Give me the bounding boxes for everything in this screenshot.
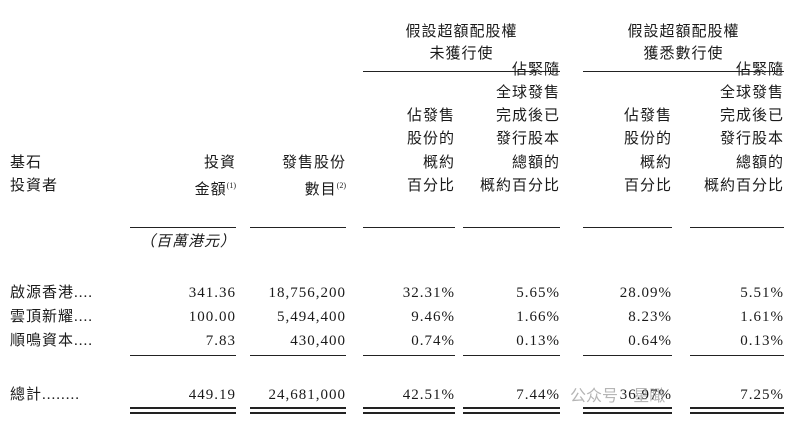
column-header: 概約百分比 [703,178,784,194]
column-header: 投資者 [10,178,59,194]
total-rule [250,407,346,409]
row-label: 啟源香港.... [10,285,94,301]
group-rule [363,71,560,72]
row-label: 順鳴資本.... [10,333,94,349]
cell-value: 18,756,200 [268,285,346,301]
subtotal-rule [690,355,784,356]
subtotal-rule [363,355,455,356]
subtotal-rule [250,355,346,356]
column-header: 全球發售 [719,84,784,101]
footnote-ref: (1) [226,181,236,190]
column-header: 百分比 [406,178,455,194]
cell-value: 100.00 [188,309,236,325]
total-value: 24,681,000 [268,387,346,403]
column-header: 基石 [10,154,43,171]
cell-value: 9.46% [411,309,455,325]
total-rule [583,412,672,414]
total-rule [130,407,236,409]
group-header: 未獲行使 [429,46,494,62]
unit-label: （百萬港元） [139,234,236,250]
subtotal-rule [583,355,672,356]
row-label: 雲頂新耀.... [10,309,94,325]
header-rule [250,227,346,228]
column-header: 發售股份 [281,154,346,171]
cell-value: 0.64% [628,333,672,349]
cell-value: 430,400 [290,333,346,349]
group-header: 假設超額配股權 [405,24,518,40]
column-header: 完成後已 [719,108,784,125]
cell-value: 5.51% [740,285,784,301]
total-value: 7.44% [516,387,560,403]
group-rule [583,71,784,72]
column-header: 股份的 [623,131,672,148]
cell-value: 0.74% [411,333,455,349]
column-header: 發行股本 [495,131,560,148]
cell-value: 5,494,400 [277,309,346,325]
header-rule [130,227,236,228]
column-header: 發行股本 [719,131,784,148]
column-header: 數目(2) [304,181,346,198]
column-header: 百分比 [623,178,672,194]
column-header: 佔發售 [623,108,672,125]
cell-value: 32.31% [402,285,455,301]
cell-value: 5.65% [516,285,560,301]
total-value: 42.51% [402,387,455,403]
subtotal-rule [463,355,560,356]
total-value: 449.19 [188,387,236,403]
total-rule [463,412,560,414]
total-rule [583,407,672,409]
column-header: 概約百分比 [479,178,560,194]
watermark: 公众号 · 星瞰 [570,386,666,405]
header-rule [690,227,784,228]
cell-value: 1.61% [740,309,784,325]
total-value: 7.25% [740,387,784,403]
group-header: 假設超額配股權 [627,24,740,40]
cell-value: 28.09% [619,285,672,301]
column-header: 佔緊隨 [511,61,560,78]
cell-value: 7.83 [205,333,236,349]
column-header: 概約 [422,154,455,171]
column-header: 佔緊隨 [735,61,784,78]
total-rule [130,412,236,414]
column-header: 金額(1) [194,181,236,198]
column-header: 概約 [639,154,672,171]
total-value: 36.97% [619,387,672,403]
header-rule [463,227,560,228]
total-rule [690,407,784,409]
group-header: 獲悉數行使 [643,46,724,62]
subtotal-rule [130,355,236,356]
column-header: 總額的 [735,154,784,171]
column-header: 全球發售 [495,84,560,101]
column-header: 總額的 [511,154,560,171]
cell-value: 0.13% [740,333,784,349]
total-rule [363,412,455,414]
total-label: 總計........ [10,387,81,403]
header-rule [363,227,455,228]
column-header: 投資 [203,154,236,171]
cell-value: 8.23% [628,309,672,325]
cell-value: 0.13% [516,333,560,349]
cell-value: 1.66% [516,309,560,325]
column-header: 佔發售 [406,108,455,125]
total-rule [463,407,560,409]
header-rule [583,227,672,228]
total-rule [690,412,784,414]
footnote-ref: (2) [336,181,346,190]
column-header: 完成後已 [495,108,560,125]
cell-value: 341.36 [188,285,236,301]
total-rule [363,407,455,409]
total-rule [250,412,346,414]
column-header: 股份的 [406,131,455,148]
